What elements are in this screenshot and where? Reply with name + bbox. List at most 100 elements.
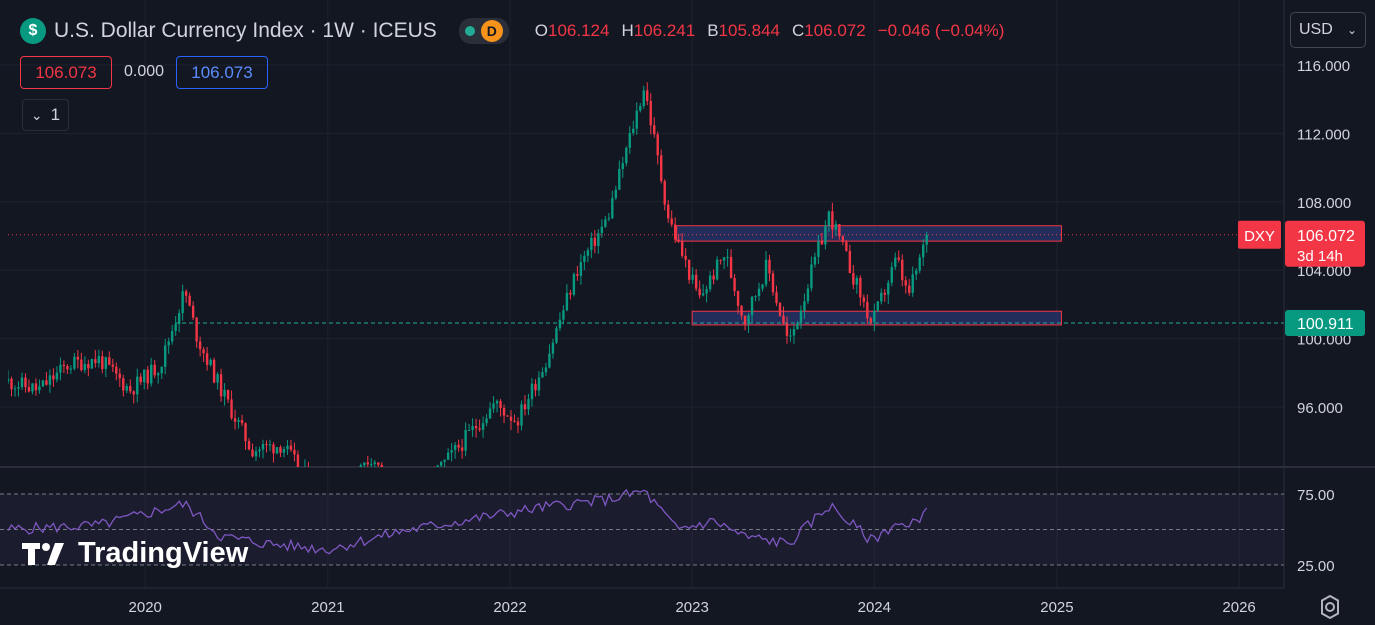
candle-body [859, 277, 862, 298]
candle-body [922, 244, 925, 258]
candle-body [209, 359, 212, 365]
time-tick-label: 2021 [311, 599, 344, 616]
dollar-icon: $ [20, 18, 46, 44]
candle-body [20, 377, 24, 388]
candle-body [639, 105, 642, 111]
candle-body [384, 477, 386, 478]
candle-body [177, 313, 181, 324]
candle-body [908, 285, 911, 293]
time-tick-label: 2020 [129, 599, 162, 616]
indicator-collapse-toggle[interactable]: ⌄ 1 [22, 99, 69, 131]
candle-body [202, 349, 205, 354]
rsi-tick-label: 25.00 [1297, 558, 1335, 575]
rsi-line [7, 488, 928, 555]
candle-body [10, 378, 13, 390]
candle-body [499, 400, 502, 408]
candle-body [286, 445, 289, 450]
price-zone-0 [676, 225, 1062, 242]
time-tick-label: 2023 [675, 599, 708, 616]
candle-body [848, 250, 852, 274]
candle-body [516, 421, 520, 426]
candle-body [667, 204, 670, 219]
time-tick-label: 2025 [1040, 599, 1073, 616]
candle-body [279, 447, 282, 453]
candle-body [464, 430, 467, 451]
candle-body [433, 474, 435, 479]
candle-body [799, 310, 803, 324]
last-price-badge [1285, 220, 1365, 267]
candle-body [167, 341, 170, 346]
candle-body [660, 155, 663, 182]
candle-body [537, 377, 541, 391]
tradingview-watermark: TradingView [22, 537, 248, 570]
candle-body [593, 237, 597, 246]
candle-body [237, 420, 240, 422]
time-tick-label: 2026 [1222, 599, 1255, 616]
candle-body [918, 257, 921, 271]
candle-body [757, 288, 761, 297]
candle-body [530, 383, 534, 400]
candle-body [827, 211, 831, 226]
candle-body [311, 490, 313, 493]
candle-body [104, 357, 108, 369]
candle-body [841, 236, 845, 242]
chevron-down-icon: ⌄ [30, 106, 43, 123]
price-tick-label: 108.000 [1297, 195, 1351, 212]
rsi-tick-label: 75.00 [1297, 487, 1335, 504]
candle-body [289, 445, 293, 450]
candle-body [391, 489, 393, 491]
candle-body [555, 328, 558, 343]
sell-price-button[interactable]: 106.073 [20, 56, 112, 89]
candle-body [27, 387, 31, 392]
tradingview-logo-icon [22, 542, 64, 565]
candle-body [565, 292, 569, 311]
candle-body [572, 273, 576, 295]
candle-body [548, 353, 551, 368]
symbol-title[interactable]: U.S. Dollar Currency Index · 1W · ICEUS [54, 19, 437, 42]
candle-body [813, 256, 817, 265]
candle-body [34, 383, 38, 391]
candle-body [66, 366, 69, 370]
price-tick-label: 116.000 [1297, 58, 1350, 75]
candle-body [296, 454, 300, 467]
buy-price-button[interactable]: 106.073 [176, 56, 268, 89]
settings-gear-icon[interactable] [1317, 594, 1343, 620]
currency-select[interactable]: USD ⌄ [1290, 12, 1366, 48]
candle-body [834, 224, 838, 230]
candle-body [778, 303, 782, 316]
candle-body [488, 408, 492, 419]
candle-body [733, 277, 736, 291]
candle-body [108, 357, 111, 365]
candle-body [41, 380, 45, 387]
candle-body [831, 211, 834, 230]
candle-body [562, 310, 565, 320]
candle-body [150, 364, 153, 384]
candle-body [446, 452, 450, 460]
candle-body [894, 257, 897, 268]
candle-body [810, 264, 813, 289]
candle-body [52, 375, 55, 380]
candle-body [680, 241, 684, 256]
candle-body [73, 356, 76, 369]
market-status-pill[interactable]: D [458, 18, 509, 44]
candle-body [443, 459, 446, 462]
candle-body [453, 444, 457, 450]
candle-body [223, 389, 226, 397]
candle-body [586, 250, 590, 256]
candle-body [509, 416, 513, 421]
ohlc-legend: O106.124 H106.241 B105.844 C106.072 −0.0… [534, 21, 1005, 40]
price-tick-label: 104.000 [1297, 263, 1351, 280]
candle-body [212, 359, 216, 383]
symbol-header: $ U.S. Dollar Currency Index · 1W · ICEU… [20, 16, 1004, 46]
price-tick-label: 96.000 [1297, 400, 1343, 417]
candle-body [673, 224, 677, 240]
delayed-data-badge: D [480, 20, 503, 42]
candle-body [792, 329, 796, 336]
candle-body [502, 407, 506, 416]
candle-body [247, 441, 251, 450]
candle-body [551, 342, 555, 354]
candle-body [45, 380, 48, 385]
candle-body [69, 368, 73, 370]
